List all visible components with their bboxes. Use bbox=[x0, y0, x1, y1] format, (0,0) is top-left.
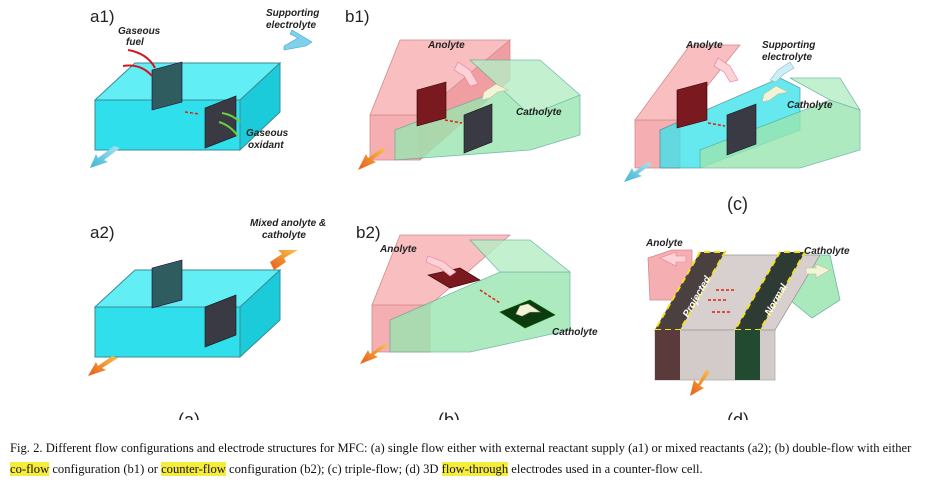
cathode-electrode bbox=[726, 103, 757, 156]
anode-electrode bbox=[151, 61, 183, 111]
panel-b1: b1) Anolyte Catholyte bbox=[345, 7, 581, 170]
catholyte-inflow-arrow bbox=[805, 263, 831, 279]
ion-arrow bbox=[184, 111, 201, 115]
gaseous-oxidant-arrow bbox=[218, 121, 239, 137]
catholyte-inflow-arrow bbox=[761, 85, 789, 103]
sublabel-d: (d) bbox=[727, 410, 749, 420]
anolyte-inflow-arrow bbox=[453, 61, 479, 87]
outflow-arrow bbox=[358, 148, 386, 170]
projected-electrode bbox=[653, 251, 727, 380]
panel-label-a1: a1) bbox=[90, 7, 115, 26]
electrolyte-in-arrow bbox=[283, 29, 313, 51]
cathode-electrode bbox=[499, 299, 556, 329]
single-flow-channel bbox=[93, 268, 282, 359]
anolyte-inflow-arrow bbox=[425, 255, 457, 277]
catholyte-label: Catholyte bbox=[516, 107, 562, 118]
ion-arrow bbox=[444, 119, 463, 124]
electrolyte-inflow-arrow bbox=[769, 61, 795, 83]
anolyte-inflow-arrow bbox=[659, 251, 687, 267]
caption-lead: Fig. 2. Different flow configurations an… bbox=[10, 441, 912, 455]
panel-a1: a1) Gaseous fuel Supporting electrolyte Ga… bbox=[90, 7, 319, 168]
gaseous-oxidant-label: Gaseous oxidant bbox=[246, 128, 289, 151]
catholyte-channel bbox=[699, 77, 861, 169]
anode-electrode bbox=[676, 81, 708, 129]
outflow-arrow bbox=[690, 370, 710, 396]
gaseous-fuel-label: Gaseous fuel bbox=[118, 26, 161, 48]
caption-highlight-counter-flow: counter-flow bbox=[161, 462, 226, 476]
single-flow-channel bbox=[93, 61, 282, 152]
cathode-electrode bbox=[463, 103, 493, 154]
normal-electrode bbox=[733, 251, 807, 380]
panel-d: Anolyte Catholyte Projected Normal bbox=[645, 238, 850, 396]
catholyte-label: Catholyte bbox=[552, 327, 598, 338]
panel-label-a2: a2) bbox=[90, 223, 115, 242]
mixed-anolyte-catholyte-label: Mixed anolyte & catholyte bbox=[250, 218, 326, 241]
ion-arrows bbox=[708, 289, 736, 313]
panel-a2: a2) Mixed anolyte & catholyte bbox=[88, 218, 326, 376]
catholyte-channel bbox=[389, 239, 572, 353]
anolyte-inflow-arrow bbox=[713, 57, 739, 83]
gaseous-fuel-arrow bbox=[127, 49, 156, 69]
caption-mid1: configuration (b1) or bbox=[49, 462, 162, 476]
mixed-inflow-arrow bbox=[270, 250, 298, 270]
catholyte-inflow-arrow bbox=[515, 303, 541, 317]
caption-highlight-flow-through: flow-through bbox=[441, 462, 509, 476]
anolyte-label: Anolyte bbox=[645, 238, 683, 249]
anolyte-label: Anolyte bbox=[427, 40, 465, 51]
ion-arrow bbox=[707, 122, 726, 127]
panel-label-b1: b1) bbox=[345, 7, 370, 26]
outflow-arrow bbox=[88, 356, 118, 376]
anode-electrode bbox=[416, 81, 447, 127]
sublabel-c: (c) bbox=[727, 194, 748, 214]
figure: a1) Gaseous fuel Supporting electrolyte Ga… bbox=[88, 7, 861, 420]
caption-tail: electrodes used in a counter-flow cell. bbox=[508, 462, 703, 476]
panel-c: Anolyte Supporting electrolyte Catholyte bbox=[624, 40, 861, 182]
supporting-electrolyte-label: Supporting electrolyte bbox=[266, 8, 319, 31]
supporting-electrolyte-label: Supporting electrolyte bbox=[762, 40, 815, 63]
anolyte-label: Anolyte bbox=[685, 40, 723, 51]
outflow-arrow bbox=[360, 344, 388, 364]
anolyte-label: Anolyte bbox=[379, 244, 417, 255]
catholyte-inflow-arrow bbox=[481, 83, 509, 101]
panel-label-b2: b2) bbox=[356, 223, 381, 242]
outflow-arrow bbox=[624, 162, 652, 182]
cathode-electrode bbox=[204, 294, 237, 348]
sublabel-a: (a) bbox=[178, 410, 200, 420]
catholyte-label: Catholyte bbox=[804, 246, 850, 257]
panel-b2: b2) Anolyte Catholyte bbox=[356, 223, 598, 364]
catholyte-label: Catholyte bbox=[787, 100, 833, 111]
caption-highlight-co-flow: co-flow bbox=[10, 462, 50, 476]
ion-arrow bbox=[479, 289, 501, 304]
sublabel-b: (b) bbox=[438, 410, 460, 420]
electrolyte-out-arrow bbox=[90, 146, 120, 168]
caption-mid2: configuration (b2); (c) triple-flow; (d)… bbox=[225, 462, 442, 476]
anode-electrode bbox=[151, 259, 183, 309]
figure-caption: Fig. 2. Different flow configurations an… bbox=[10, 438, 930, 480]
